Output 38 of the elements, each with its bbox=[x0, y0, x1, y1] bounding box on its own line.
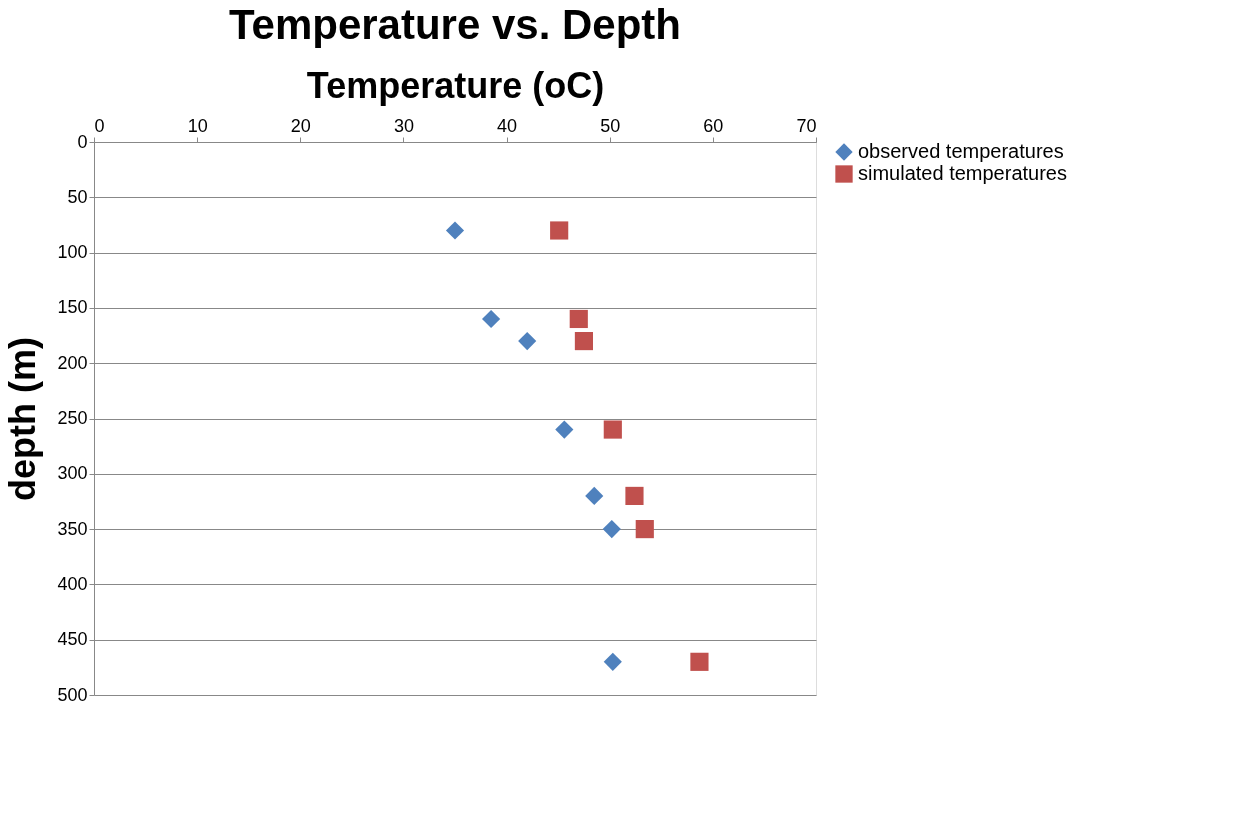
x-tick-label: 10 bbox=[187, 115, 208, 136]
y-tick-label: 100 bbox=[57, 242, 88, 263]
y-tick-label: 50 bbox=[67, 186, 88, 207]
y-tick-label: 250 bbox=[57, 408, 88, 428]
point bbox=[445, 221, 465, 240]
y-tick-label: 0 bbox=[77, 131, 88, 152]
x-tick-label: 40 bbox=[497, 115, 518, 136]
point bbox=[574, 332, 594, 351]
point bbox=[585, 486, 604, 505]
point bbox=[482, 309, 501, 329]
y-tick-label: 350 bbox=[57, 518, 88, 539]
y-tick-label: 400 bbox=[57, 573, 88, 594]
y-tick-label: 500 bbox=[57, 684, 88, 705]
point bbox=[518, 332, 537, 351]
chart-title: Temperature vs. Depth bbox=[228, 1, 682, 48]
point bbox=[625, 486, 644, 505]
y-tick-label: 300 bbox=[57, 463, 88, 484]
point bbox=[555, 420, 574, 439]
point bbox=[603, 420, 622, 439]
point bbox=[635, 520, 654, 539]
point bbox=[603, 652, 622, 671]
x-axis-title: Temperature (oC) bbox=[306, 64, 605, 106]
point bbox=[602, 520, 621, 539]
point bbox=[569, 309, 588, 329]
x-tick-label: 70 bbox=[796, 115, 817, 136]
x-tick-label: 50 bbox=[600, 115, 621, 136]
point bbox=[690, 652, 709, 671]
x-tick-label: 30 bbox=[393, 115, 414, 136]
x-tick-label: 0 bbox=[94, 115, 105, 136]
y-axis-title: depth (m) bbox=[2, 337, 44, 501]
point bbox=[550, 221, 569, 240]
y-tick-label: 450 bbox=[57, 629, 88, 650]
legend-label: observed temperatures bbox=[858, 140, 1064, 162]
legend-label: simulated temperatures bbox=[858, 162, 1067, 184]
x-tick-label: 60 bbox=[703, 115, 724, 136]
y-tick-label: 200 bbox=[57, 352, 88, 373]
y-tick-label: 150 bbox=[57, 297, 88, 318]
x-tick-label: 20 bbox=[290, 115, 311, 136]
